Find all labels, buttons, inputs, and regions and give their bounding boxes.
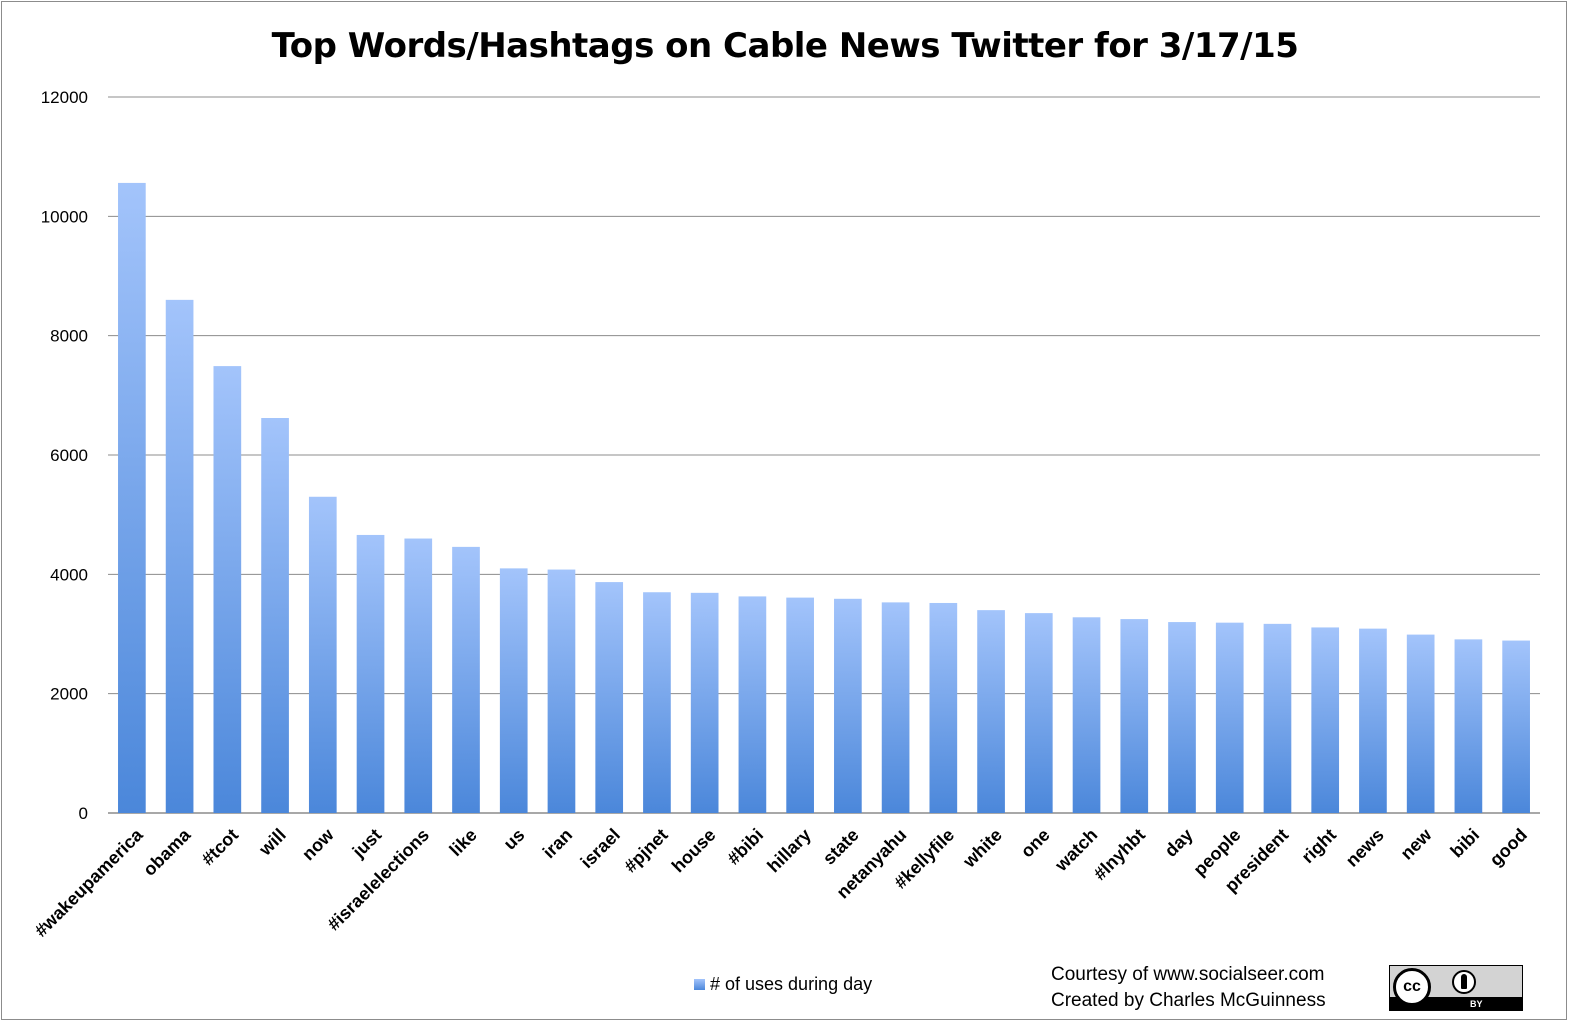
- bar-state: [834, 598, 862, 813]
- bar-bibi: [1454, 639, 1483, 813]
- bar-netanyahu: [881, 602, 910, 813]
- x-tick-label: day: [1161, 825, 1197, 861]
- x-tick-label: house: [668, 825, 720, 877]
- bar-tcot: [213, 366, 242, 813]
- bar-wakeupamerica: [118, 182, 146, 814]
- bar-just: [356, 534, 385, 813]
- y-tick-label: 8000: [50, 327, 88, 346]
- cc-logo: cc: [1393, 968, 1431, 1006]
- legend-label: # of uses during day: [710, 974, 873, 994]
- bar-kellyfile: [929, 602, 958, 813]
- x-tick-label: #wakeupamerica: [31, 824, 148, 941]
- credits-block: Courtesy of www.socialseer.com Created b…: [1051, 962, 1326, 1014]
- bar-hillary: [786, 597, 814, 813]
- x-tick-label: news: [1342, 825, 1388, 871]
- bar-iran: [547, 569, 576, 813]
- bar-house: [690, 592, 719, 813]
- y-tick-label: 12000: [41, 88, 88, 107]
- bar-israel: [595, 582, 624, 813]
- x-tick-label: good: [1486, 825, 1531, 870]
- bar-president: [1263, 623, 1292, 813]
- y-tick-label: 10000: [41, 207, 88, 226]
- x-tick-label: bibi: [1446, 825, 1483, 862]
- bar-people: [1215, 622, 1244, 813]
- chart-legend: # of uses during day: [694, 974, 872, 995]
- bar-will: [261, 418, 289, 813]
- y-tick-label: 0: [79, 804, 88, 823]
- x-tick-label: like: [445, 825, 480, 860]
- credits-source: Courtesy of www.socialseer.com: [1051, 964, 1325, 985]
- bar-now: [308, 496, 337, 813]
- bar-israelelections: [404, 538, 433, 813]
- x-tick-label: new: [1397, 824, 1437, 864]
- bar-good: [1502, 640, 1530, 813]
- y-tick-label: 4000: [50, 565, 88, 584]
- x-tick-label: #lnyhbt: [1090, 825, 1149, 884]
- x-tick-label: will: [255, 825, 290, 860]
- x-tick-label: one: [1017, 825, 1054, 862]
- x-tick-label: state: [819, 825, 863, 869]
- cc-by-label: BY: [1470, 999, 1483, 1009]
- x-tick-label: hillary: [763, 825, 815, 877]
- chart-title: Top Words/Hashtags on Cable News Twitter…: [271, 26, 1299, 66]
- x-tick-label: now: [298, 824, 338, 864]
- bar-lnyhbt: [1120, 619, 1149, 813]
- bar-news: [1359, 628, 1387, 813]
- legend-swatch: [694, 979, 705, 990]
- bar-obama: [165, 299, 194, 813]
- bar-white: [977, 610, 1005, 813]
- bar-one: [1024, 613, 1053, 813]
- x-tick-label: iran: [539, 825, 576, 862]
- bar-bibi: [738, 596, 767, 813]
- bar-day: [1168, 622, 1196, 813]
- bar-us: [499, 568, 528, 813]
- x-tick-label: obama: [139, 824, 195, 880]
- bar-pjnet: [643, 592, 671, 813]
- x-tick-label: #bibi: [723, 825, 767, 869]
- x-tick-label: israel: [577, 825, 624, 872]
- x-tick-label: #pjnet: [620, 825, 672, 877]
- x-tick-label: white: [959, 825, 1006, 872]
- creative-commons-by-icon: cc BY: [1389, 965, 1523, 1011]
- x-tick-label: right: [1298, 825, 1340, 867]
- bar-watch: [1072, 617, 1101, 813]
- x-tick-label: just: [348, 825, 385, 862]
- y-tick-label: 2000: [50, 685, 88, 704]
- bar-like: [452, 546, 480, 813]
- bar-new: [1406, 634, 1435, 813]
- x-tick-label: us: [500, 825, 529, 854]
- bar-right: [1311, 627, 1340, 813]
- cc-by-person-icon: [1461, 974, 1467, 989]
- y-tick-label: 6000: [50, 446, 88, 465]
- x-tick-label: #tcot: [198, 825, 243, 870]
- credits-author: Created by Charles McGuinness: [1051, 990, 1326, 1011]
